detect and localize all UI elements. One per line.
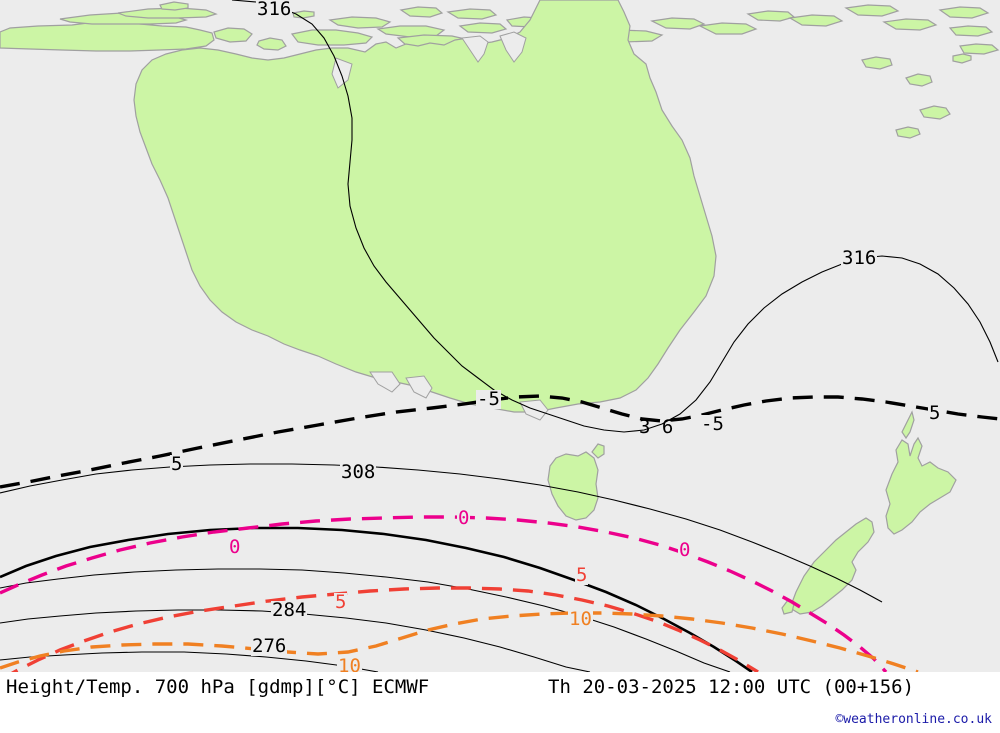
height-contour-low [0,651,379,672]
map-footer: Height/Temp. 700 hPa [gdmp][°C] ECMWF Th… [0,672,1000,733]
height-contour-284 [0,568,731,672]
isotherm-label-5-right: 5 [575,564,589,586]
contour-label-316-north: 316 [256,0,293,20]
contour-label-316-east: 316 [841,247,878,269]
isotherm-minus5 [0,394,1000,489]
valid-time: Th 20-03-2025 12:00 UTC (00+156) [548,676,915,698]
isotherm-label-minus5-tasman: -5 [476,388,501,410]
contour-label-276: 276 [251,635,288,657]
isotherm-0 [0,515,888,672]
isotherm-lines [0,394,1000,672]
isotherm-label-0-mid: 0 [457,507,471,529]
isotherm-label-minus5-east: -5 [700,413,725,435]
credit-link[interactable]: ©weatheronline.co.uk [835,712,992,727]
landmass-new-zealand [781,410,957,615]
isotherm-label-10-left: 10 [337,657,362,672]
product-title: Height/Temp. 700 hPa [gdmp][°C] ECMWF [6,676,430,698]
isotherm-10 [0,611,919,672]
isotherm-label-10-right: 10 [568,608,593,630]
isotherm-label-0-left: 0 [228,536,242,558]
isotherm-5 [10,586,759,672]
map-svg: .land{fill:#ccf5a5;stroke:#a0a0a0;stroke… [0,0,1000,672]
height-contour-thick [0,526,753,672]
isotherm-label-5-left: 5 [334,591,348,613]
isotherm-label-minus5-west: 5 [170,453,184,475]
contour-label-308: 308 [340,461,377,483]
landmass-tasmania [547,443,605,521]
height-contour-308 [0,463,883,603]
isotherm-label-0-right: 0 [678,539,692,561]
contour-label-284: 284 [271,599,308,621]
map-canvas[interactable]: .land{fill:#ccf5a5;stroke:#a0a0a0;stroke… [0,0,1000,672]
australia-coast-details [331,31,549,421]
isotherm-label-minus5-far: 5 [928,402,942,424]
contour-label-316-south: 3 6 [639,416,674,438]
